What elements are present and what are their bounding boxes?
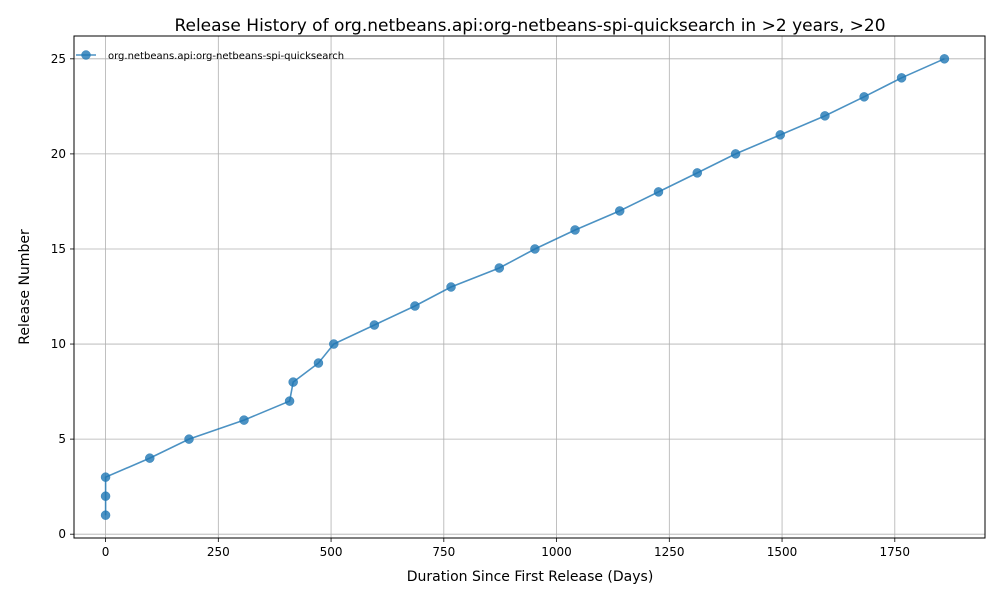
y-tick-label: 10 <box>51 337 66 351</box>
x-tick-label: 1500 <box>767 545 798 559</box>
data-point <box>614 206 625 216</box>
plot-frame <box>73 35 986 539</box>
data-point <box>145 453 155 463</box>
chart-title: Release History of org.netbeans.api:org-… <box>174 16 885 36</box>
x-tick-label: 750 <box>432 545 455 559</box>
data-point <box>446 282 456 292</box>
grid-lines <box>74 36 985 538</box>
data-point <box>284 396 295 406</box>
data-point <box>653 187 664 197</box>
data-point <box>939 54 950 64</box>
data-point <box>313 358 324 368</box>
data-point <box>730 149 741 159</box>
x-tick-label: 1250 <box>654 545 685 559</box>
legend: org.netbeans.api:org-netbeans-spi-quicks… <box>76 50 344 62</box>
data-point <box>896 73 907 83</box>
y-tick-label: 25 <box>51 52 66 66</box>
y-axis-ticks: 0 5 10 15 20 25 <box>51 52 74 541</box>
series-line <box>104 58 945 516</box>
y-tick-label: 0 <box>58 527 66 541</box>
x-tick-label: 500 <box>320 545 343 559</box>
x-tick-label: 250 <box>207 545 230 559</box>
x-axis-label: Duration Since First Release (Days) <box>407 569 654 585</box>
data-point <box>494 263 505 273</box>
x-tick-label: 1000 <box>541 545 572 559</box>
data-point <box>775 130 786 140</box>
y-tick-label: 20 <box>51 147 66 161</box>
data-point <box>369 320 380 330</box>
x-axis-ticks: 0 250 500 750 1000 1250 1500 1750 <box>102 538 910 559</box>
data-point <box>184 434 194 444</box>
x-tick-label: 0 <box>102 545 110 559</box>
y-tick-label: 5 <box>58 432 66 446</box>
data-point <box>570 225 580 235</box>
legend-label: org.netbeans.api:org-netbeans-spi-quicks… <box>108 51 344 62</box>
data-point <box>820 111 830 121</box>
data-point <box>100 472 111 482</box>
data-point <box>692 168 703 178</box>
data-point <box>100 491 111 501</box>
data-point <box>329 339 339 349</box>
data-point <box>239 415 249 425</box>
data-point <box>100 510 111 520</box>
y-axis-label: Release Number <box>17 229 33 345</box>
x-tick-label: 1750 <box>880 545 911 559</box>
data-point <box>288 377 298 387</box>
data-point <box>530 244 540 254</box>
y-tick-label: 15 <box>51 242 66 256</box>
data-point <box>410 301 420 311</box>
legend-marker <box>81 50 91 60</box>
data-point <box>859 92 869 102</box>
series-group <box>100 54 950 520</box>
